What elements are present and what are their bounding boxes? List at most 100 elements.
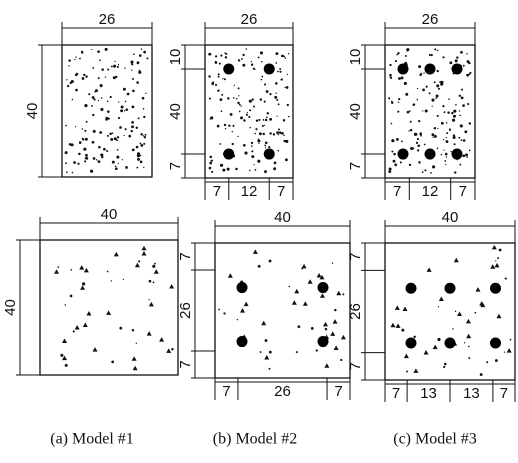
- aggregate: [466, 333, 472, 339]
- aggregate: [219, 98, 223, 102]
- aggregate: [131, 328, 135, 332]
- aggregate: [74, 324, 80, 330]
- aggregate: [209, 118, 211, 120]
- aggregate: [458, 136, 461, 139]
- aggregate: [110, 137, 114, 141]
- dim-label: 40: [347, 103, 364, 120]
- aggregate: [235, 167, 238, 171]
- aggregate: [416, 87, 419, 90]
- aggregate: [454, 310, 457, 313]
- aggregate: [434, 48, 437, 51]
- aggregate: [490, 264, 496, 269]
- rebar: [263, 148, 275, 160]
- aggregate: [316, 272, 322, 278]
- aggregate: [437, 87, 440, 90]
- aggregate: [242, 63, 246, 67]
- aggregate: [453, 109, 457, 113]
- cross-section: 26 10 40 7 7 12 7: [167, 11, 294, 200]
- aggregate: [468, 345, 470, 348]
- aggregate: [70, 79, 74, 84]
- dim-label: 13: [463, 385, 480, 402]
- aggregate: [259, 98, 263, 101]
- aggregate: [464, 130, 468, 134]
- cross-section: 40 40: [2, 206, 179, 376]
- aggregate: [122, 87, 126, 91]
- aggregate: [252, 249, 258, 254]
- aggregate: [423, 72, 425, 74]
- aggregate: [456, 56, 459, 59]
- aggregate: [394, 163, 398, 167]
- aggregate: [116, 136, 120, 139]
- aggregate: [231, 142, 234, 146]
- aggregate: [77, 162, 80, 165]
- aggregate: [78, 152, 81, 156]
- aggregate: [324, 327, 328, 331]
- aggregate: [497, 257, 500, 260]
- aggregate: [81, 128, 84, 130]
- aggregate: [111, 360, 115, 364]
- aggregate: [333, 345, 339, 350]
- aggregate: [408, 163, 412, 167]
- dim-label: 26: [177, 302, 194, 319]
- aggregate: [65, 124, 67, 127]
- aggregate: [423, 143, 426, 146]
- aggregate: [99, 59, 101, 62]
- aggregate: [274, 95, 278, 99]
- aggregate: [105, 118, 108, 121]
- aggregate: [449, 61, 453, 65]
- aggregate: [285, 86, 289, 89]
- aggregate: [93, 98, 96, 101]
- aggregate: [506, 348, 512, 353]
- aggregate: [264, 141, 268, 145]
- aggregate: [266, 112, 269, 115]
- aggregate: [445, 140, 449, 143]
- aggregate: [475, 287, 481, 292]
- dim-label: 7: [393, 183, 401, 200]
- aggregate: [85, 120, 88, 123]
- dim-label: 7: [500, 385, 508, 402]
- aggregate: [406, 50, 408, 52]
- aggregate: [399, 161, 402, 164]
- aggregate: [152, 264, 156, 268]
- aggregate: [297, 325, 301, 329]
- dim-label: 40: [101, 206, 118, 223]
- aggregate: [84, 137, 88, 141]
- aggregate: [83, 73, 86, 77]
- dim-label: 7: [459, 183, 467, 200]
- aggregate: [498, 248, 502, 252]
- aggregate: [466, 156, 468, 158]
- aggregate: [509, 338, 512, 341]
- aggregate: [479, 301, 485, 306]
- aggregate: [436, 147, 439, 150]
- cross-section: 40 7 26 7 7 13 13 7: [347, 209, 516, 402]
- aggregate: [136, 152, 141, 156]
- dim-label: 7: [177, 252, 194, 260]
- aggregate: [82, 322, 88, 327]
- aggregate: [452, 118, 456, 122]
- aggregate: [479, 373, 483, 376]
- aggregate: [131, 78, 134, 80]
- aggregate: [391, 101, 394, 105]
- aggregate: [237, 87, 240, 90]
- aggregate: [241, 58, 243, 60]
- aggregate: [432, 344, 438, 350]
- aggregate: [409, 120, 412, 123]
- aggregate: [86, 311, 92, 316]
- aggregate: [97, 160, 101, 164]
- aggregate: [135, 126, 139, 129]
- aggregate: [416, 98, 419, 101]
- section-outline: [39, 239, 179, 376]
- aggregate: [124, 67, 126, 69]
- aggregate: [257, 139, 261, 143]
- aggregate: [107, 68, 110, 71]
- aggregate: [491, 244, 497, 250]
- aggregate: [281, 54, 284, 58]
- aggregate: [138, 69, 141, 72]
- aggregate: [208, 52, 212, 56]
- aggregate: [291, 300, 297, 305]
- aggregate: [239, 308, 245, 313]
- aggregate: [84, 103, 88, 108]
- aggregate: [85, 75, 88, 78]
- aggregate: [66, 79, 68, 81]
